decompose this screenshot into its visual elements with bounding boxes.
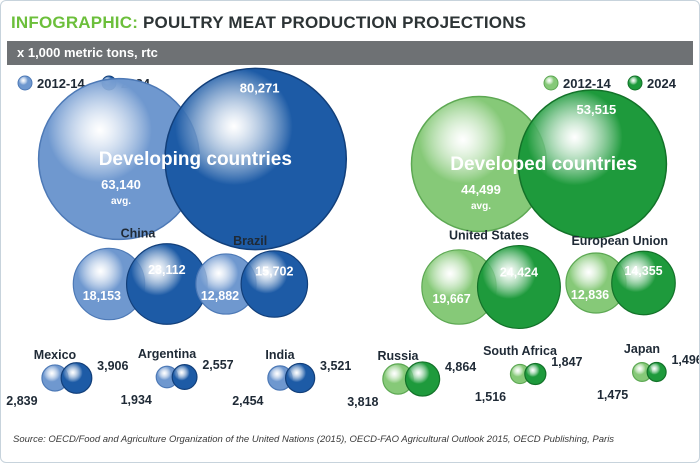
aggregate-bubble-2-2024 bbox=[517, 89, 668, 239]
country-bubble-india-2024 bbox=[284, 362, 316, 394]
title-label: INFOGRAPHIC: bbox=[11, 13, 139, 32]
country-value-japan-2012-14: 1,475 bbox=[597, 388, 628, 402]
legend-label-1-1: 2012-14 bbox=[37, 76, 85, 91]
country-value-russia-2012-14: 3,818 bbox=[347, 395, 378, 409]
country-name-india: India bbox=[265, 348, 295, 362]
title-text: POULTRY MEAT PRODUCTION PROJECTIONS bbox=[143, 13, 527, 32]
infographic-title: INFOGRAPHIC: POULTRY MEAT PRODUCTION PRO… bbox=[11, 13, 526, 33]
country-name-united-states: United States bbox=[449, 229, 529, 243]
country-bubble-european-union-2024 bbox=[611, 250, 676, 316]
aggregate-value-1-2024: 80,271 bbox=[240, 80, 280, 95]
legend-swatch-2-1 bbox=[543, 75, 559, 91]
country-value-india-2024: 3,521 bbox=[320, 359, 351, 373]
aggregate-note-1: avg. bbox=[111, 196, 131, 207]
legend-label-2-1: 2012-14 bbox=[563, 76, 611, 91]
country-bubble-united-states-2024 bbox=[476, 244, 561, 330]
country-name-mexico: Mexico bbox=[34, 348, 77, 362]
country-name-south-africa: South Africa bbox=[483, 344, 558, 358]
legend-label-2-2: 2024 bbox=[647, 76, 677, 91]
country-name-argentina: Argentina bbox=[138, 347, 197, 361]
country-value-european-union-2012-14: 12,836 bbox=[571, 288, 609, 302]
country-bubble-mexico-2024 bbox=[60, 362, 93, 394]
country-value-argentina-2024: 2,557 bbox=[202, 358, 233, 372]
country-name-japan: Japan bbox=[624, 342, 660, 356]
country-value-united-states-2012-14: 19,667 bbox=[432, 292, 470, 306]
country-value-mexico-2024: 3,906 bbox=[97, 359, 128, 373]
aggregate-value-1-2012-14: 63,140 bbox=[101, 177, 141, 192]
aggregate-note-2: avg. bbox=[471, 201, 491, 212]
country-value-china-2012-14: 18,153 bbox=[83, 289, 121, 303]
country-name-brazil: Brazil bbox=[233, 234, 267, 248]
country-value-mexico-2012-14: 2,839 bbox=[6, 394, 37, 408]
aggregate-name-2: Developed countries bbox=[450, 154, 637, 175]
country-value-argentina-2012-14: 1,934 bbox=[121, 393, 152, 407]
country-bubble-south-africa-2024 bbox=[524, 362, 547, 386]
country-value-china-2024: 23,112 bbox=[148, 263, 186, 277]
legend-swatch-1-1 bbox=[17, 75, 33, 91]
country-value-south-africa-2012-14: 1,516 bbox=[475, 390, 506, 404]
unit-bar: x 1,000 metric tons, rtc bbox=[7, 41, 693, 65]
country-name-russia: Russia bbox=[378, 349, 420, 363]
country-bubble-russia-2024 bbox=[404, 361, 441, 397]
aggregate-value-2-2012-14: 44,499 bbox=[461, 182, 501, 197]
country-value-japan-2024: 1,496 bbox=[671, 353, 700, 367]
country-name-china: China bbox=[121, 227, 157, 241]
aggregate-value-2-2024: 53,515 bbox=[577, 102, 617, 117]
country-value-brazil-2012-14: 12,882 bbox=[201, 289, 239, 303]
country-value-united-states-2024: 24,424 bbox=[500, 266, 538, 280]
aggregate-name-1: Developing countries bbox=[99, 149, 292, 170]
country-value-brazil-2024: 15,702 bbox=[255, 265, 293, 279]
legend-swatch-2-2 bbox=[627, 75, 643, 91]
aggregate-bubble-1-2024 bbox=[164, 67, 348, 251]
country-bubble-china-2024 bbox=[125, 243, 208, 325]
country-value-south-africa-2024: 1,847 bbox=[551, 355, 582, 369]
country-bubble-argentina-2024 bbox=[171, 364, 198, 390]
source-note: Source: OECD/Food and Agriculture Organi… bbox=[13, 434, 615, 445]
country-bubble-japan-2024 bbox=[646, 361, 667, 383]
country-value-india-2012-14: 2,454 bbox=[232, 394, 263, 408]
country-bubble-brazil-2024 bbox=[240, 250, 309, 318]
country-name-european-union: European Union bbox=[571, 234, 668, 248]
country-value-russia-2024: 4,864 bbox=[445, 360, 476, 374]
country-value-european-union-2024: 14,355 bbox=[624, 264, 662, 278]
